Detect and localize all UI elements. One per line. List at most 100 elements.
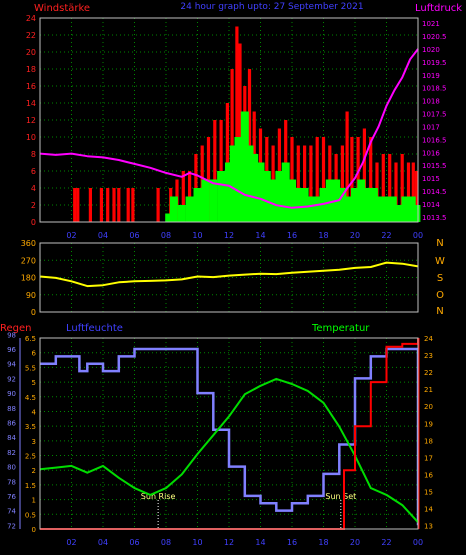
- p3-x-tick: 22: [381, 538, 391, 547]
- p3-temp-tick: 14: [424, 506, 433, 514]
- avg-bar-16: [269, 179, 278, 222]
- p3-x-tick: 16: [287, 538, 297, 547]
- p3-humidity-tick: 74: [7, 508, 16, 516]
- gust-bar-44: [369, 137, 373, 222]
- p3-temp-tick: 13: [424, 523, 433, 531]
- avg-bar-29: [351, 188, 359, 222]
- p3-temp-tick: 24: [424, 335, 433, 343]
- p3-humidity-tick: 94: [7, 361, 16, 369]
- avg-bar-12: [245, 145, 254, 222]
- avg-bar-14: [256, 162, 265, 222]
- p1-right-tick: 1019: [422, 72, 440, 80]
- p1-left-tick: 22: [26, 31, 36, 40]
- p2-frame: [39, 242, 419, 313]
- p1-x-tick: 20: [350, 231, 360, 240]
- avg-bar-10: [234, 137, 243, 222]
- p1-right-tick: 1015.5: [422, 162, 447, 170]
- gust-bar-21: [235, 26, 239, 222]
- p3-temp-tick: 15: [424, 488, 433, 496]
- p3-x-tick: 02: [66, 538, 76, 547]
- avg-bar-15: [262, 171, 271, 222]
- p3-temp-tick: 17: [424, 454, 433, 462]
- avg-bar-23: [313, 196, 322, 222]
- compass-s: S: [437, 273, 443, 284]
- p3-rain-tick: 1: [32, 497, 36, 505]
- p1-left-tick: 20: [26, 48, 36, 57]
- gust-bar-51: [411, 162, 415, 222]
- p3-temp-tick: 21: [424, 386, 433, 394]
- p2-y-tick: 180: [21, 274, 36, 283]
- gust-bar-12: [181, 171, 185, 222]
- avg-bar-33: [376, 196, 385, 222]
- gust-bar-0: [73, 188, 77, 222]
- compass-w: W: [435, 256, 445, 267]
- gust-bar-41: [350, 137, 354, 222]
- header-left-label: Windstärke: [34, 3, 90, 14]
- p3-temp-tick: 20: [424, 403, 433, 411]
- avg-bar-5: [201, 179, 210, 222]
- gust-bar-22: [238, 43, 242, 222]
- avg-bar-13: [250, 154, 259, 222]
- p1-right-tick: 1017: [422, 123, 440, 131]
- p1-x-tick: 06: [129, 231, 139, 240]
- p1-x-tick: 18: [318, 231, 328, 240]
- avg-bar-37: [401, 196, 410, 222]
- avg-bar-34: [382, 196, 391, 222]
- avg-bar-20: [294, 188, 303, 222]
- p1-x-tick: 12: [224, 231, 234, 240]
- p3-humidity-tick: 76: [7, 493, 16, 501]
- gust-bar-52: [414, 171, 418, 222]
- avg-bar-11: [240, 111, 249, 222]
- gust-bar-1: [76, 188, 80, 222]
- gust-bar-50: [406, 162, 411, 222]
- p3-x-tick: 20: [350, 538, 360, 547]
- avg-bar-1: [169, 196, 178, 222]
- p1-left-tick: 18: [26, 65, 36, 74]
- p2-y-tick: 360: [21, 239, 36, 248]
- avg-bar-38: [407, 196, 416, 222]
- p1-x-tick: 14: [255, 231, 265, 240]
- avg-bar-25: [325, 179, 334, 222]
- p1-right-tick: 1014.5: [422, 188, 447, 196]
- p3-rain-tick: 4.5: [25, 394, 36, 402]
- p3-rain-tick: 6: [32, 350, 37, 358]
- p3-x-tick: 04: [98, 538, 108, 547]
- p3-x-tick: 18: [318, 538, 328, 547]
- pressure-line: [39, 48, 419, 209]
- p1-x-tick: 22: [381, 231, 391, 240]
- avg-bar-28: [344, 196, 353, 222]
- p3-x-tick: 10: [192, 538, 202, 547]
- humidity-temperature-panel: Regen Luftfeuchte Temperatur Sun Rise Sun…: [0, 323, 433, 547]
- temperature-line: [39, 377, 419, 523]
- avg-bar-30: [357, 179, 366, 222]
- rain-label: Regen: [0, 323, 32, 334]
- avg-bar-39: [412, 205, 421, 222]
- gust-bar-49: [400, 154, 404, 222]
- gust-bar-33: [303, 145, 307, 222]
- avg-bar-17: [275, 171, 284, 222]
- sunrise-label: Sun Rise: [141, 492, 176, 501]
- avg-bar-2: [177, 205, 186, 222]
- p3-rain-tick: 0.5: [25, 511, 36, 519]
- p1-left-tick: 8: [31, 150, 36, 159]
- p2-y-tick: 270: [21, 256, 36, 265]
- gust-bar-43: [362, 128, 366, 222]
- avg-bar-24: [319, 188, 328, 222]
- gust-bar-17: [213, 120, 217, 222]
- p1-left-tick: 10: [26, 133, 36, 142]
- p1-left-tick: 0: [31, 218, 36, 227]
- gust-bar-48: [394, 162, 398, 222]
- p3-x-tick: 14: [255, 538, 265, 547]
- header-title: 24 hour graph upto: 27 September 2021: [180, 2, 363, 12]
- direction-line: [39, 261, 419, 288]
- wind-pressure-panel: 0246810121416182022241013.510141014.5101…: [26, 14, 447, 240]
- p3-rain-tick: 3.5: [25, 423, 36, 431]
- p1-left-tick: 4: [31, 184, 36, 193]
- avg-bar-4: [193, 188, 202, 222]
- humidity-line: [40, 347, 420, 526]
- temperature-label: Temperatur: [311, 323, 370, 334]
- avg-bar-18: [281, 162, 290, 222]
- gust-bar-8: [131, 188, 135, 222]
- p1-frame: [39, 17, 419, 223]
